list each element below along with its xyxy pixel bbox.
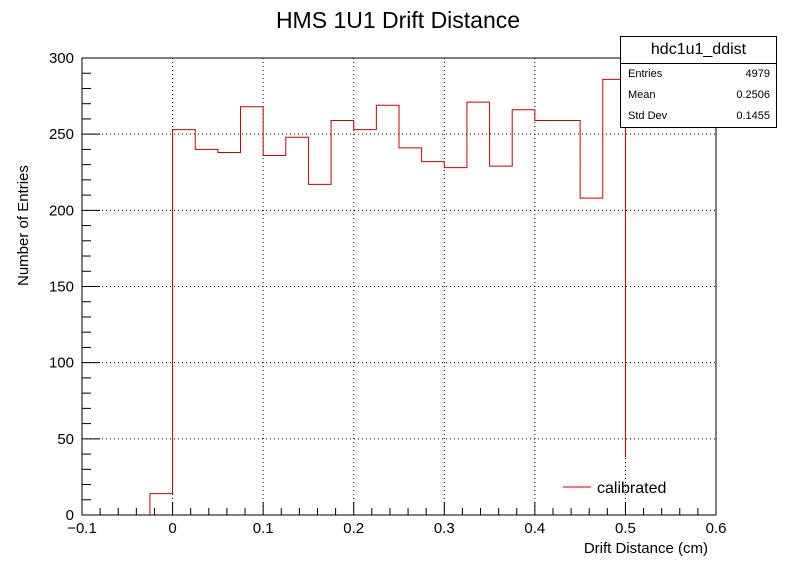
x-tick-label: 0.6 — [706, 520, 727, 537]
x-tick-label: 0.3 — [434, 520, 455, 537]
stats-label: Std Dev — [628, 110, 668, 122]
chart-title: HMS 1U1 Drift Distance — [276, 7, 520, 33]
y-tick-label: 300 — [49, 50, 74, 67]
stats-label: Entries — [628, 68, 663, 80]
x-tick-label: 0.2 — [343, 520, 364, 537]
x-tick-label: 0.1 — [253, 520, 274, 537]
y-tick-label: 0 — [66, 507, 74, 524]
x-tick-label: 0.5 — [615, 520, 636, 537]
legend: calibrated — [563, 480, 666, 497]
stats-label: Mean — [628, 89, 656, 101]
stats-value: 0.2506 — [736, 89, 770, 101]
y-tick-label: 50 — [57, 431, 74, 448]
stats-title: hdc1u1_ddist — [621, 37, 776, 64]
histogram-line — [82, 78, 626, 516]
y-axis-label: Number of Entries — [15, 165, 32, 286]
stats-box: hdc1u1_ddist Entries 4979 Mean 0.2506 St… — [620, 36, 777, 128]
legend-label: calibrated — [597, 480, 666, 497]
y-tick-label: 100 — [49, 355, 74, 372]
x-tick-label: 0.4 — [524, 520, 545, 537]
y-tick-label: 250 — [49, 126, 74, 143]
stats-value: 4979 — [745, 68, 770, 80]
y-tick-label: 200 — [49, 202, 74, 219]
stats-row-entries: Entries 4979 — [621, 64, 776, 85]
x-axis: −0.1 0 0.1 0.2 0.3 0.4 0.5 0.6 — [67, 502, 726, 537]
stats-value: 0.1455 — [736, 110, 770, 122]
histogram-series — [82, 78, 626, 516]
y-tick-label: 150 — [49, 279, 74, 296]
stats-row-mean: Mean 0.2506 — [621, 85, 776, 106]
y-axis: 0 50 100 150 200 250 300 — [49, 50, 100, 524]
x-axis-label: Drift Distance (cm) — [584, 540, 708, 557]
x-tick-label: 0 — [168, 520, 176, 537]
stats-row-stddev: Std Dev 0.1455 — [621, 106, 776, 127]
x-tick-label: −0.1 — [67, 520, 97, 537]
